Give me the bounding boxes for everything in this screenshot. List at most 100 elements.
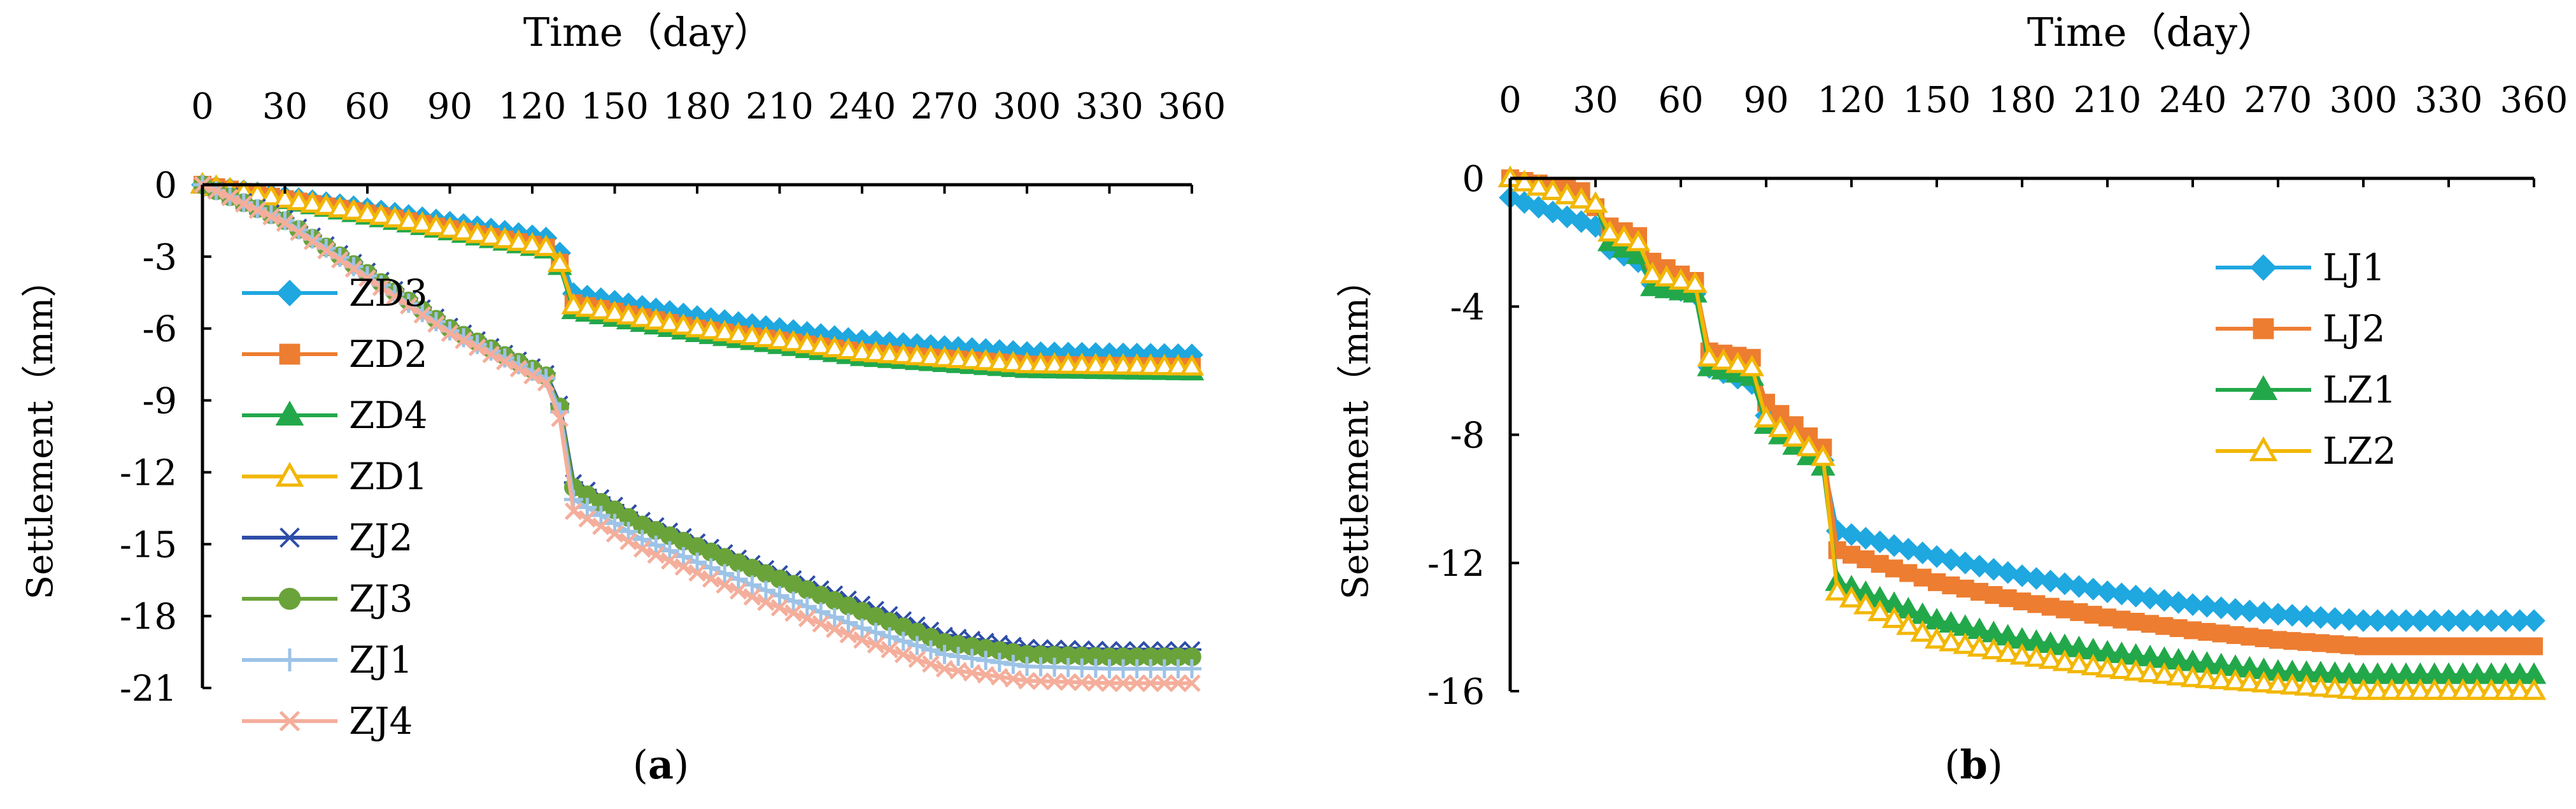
triangle-marker: [781, 329, 806, 352]
x-tick-label: 90: [427, 86, 472, 127]
x-marker: [1018, 671, 1036, 690]
x-marker: [248, 201, 267, 219]
legend-item: ZJ1: [242, 638, 413, 682]
x-marker: [592, 517, 610, 536]
diamond-marker: [2195, 594, 2219, 618]
triangle-marker: [863, 340, 888, 362]
x-marker: [867, 636, 885, 654]
x-marker: [262, 208, 280, 226]
triangle-marker: [1910, 620, 1935, 642]
x-marker: [523, 367, 541, 385]
triangle-marker: [657, 310, 683, 333]
x-marker: [688, 564, 706, 582]
triangle-marker: [1138, 353, 1163, 375]
plus-marker: [660, 541, 679, 561]
x-marker: [674, 558, 693, 576]
triangle-marker: [506, 229, 531, 251]
x-marker: [276, 214, 294, 232]
x-tick-label: 240: [2159, 80, 2227, 121]
triangle-marker: [1839, 585, 1864, 608]
triangle-marker: [1725, 351, 1750, 373]
x-marker: [826, 620, 844, 638]
y-tick-label: 0: [1462, 159, 1485, 200]
triangle-marker: [1583, 191, 1608, 213]
triangle-marker: [355, 201, 380, 222]
legend-item: LJ1: [2216, 246, 2386, 289]
x-axis-title: Time（day）: [2027, 9, 2277, 55]
x-tick-label: 30: [1573, 80, 1618, 121]
legend-label: ZJ1: [349, 638, 413, 682]
diamond-marker: [2224, 598, 2247, 621]
diamond-marker: [2153, 589, 2176, 612]
x-marker: [317, 241, 336, 260]
x-marker: [963, 664, 981, 682]
triangle-marker: [1014, 352, 1040, 373]
x-marker: [279, 710, 301, 732]
square-marker: [2411, 637, 2430, 655]
triangle-marker: [2436, 678, 2461, 700]
triangle-marker: [630, 305, 655, 327]
triangle-marker: [2081, 654, 2105, 676]
triangle-marker: [575, 295, 600, 317]
diamond-marker: [2067, 575, 2091, 598]
x-tick-label: 300: [2330, 80, 2398, 121]
legend-item: ZJ4: [242, 699, 413, 743]
x-marker: [702, 570, 720, 588]
triangle-marker: [1569, 187, 1594, 209]
plus-marker: [962, 648, 982, 668]
triangle-marker: [918, 345, 944, 366]
axes: 0 30 60 90 120 150 180 210 240 270 300 330 360 0 -3 -6 -…: [120, 86, 1226, 710]
x-marker: [496, 352, 514, 371]
x-marker: [977, 666, 995, 684]
x-tick-label: 0: [191, 86, 214, 127]
x-marker: [743, 588, 761, 606]
triangle-marker: [932, 345, 957, 368]
x-marker: [455, 331, 472, 350]
x-tick-label: 60: [344, 86, 390, 127]
triangle-marker: [836, 338, 861, 359]
x-marker: [770, 599, 789, 617]
x-marker: [812, 615, 830, 633]
panel-label: (a): [633, 741, 690, 788]
diamond-marker: [2250, 254, 2277, 281]
triangle-marker: [2365, 678, 2390, 700]
diamond-marker: [2281, 604, 2304, 627]
triangle-marker: [2123, 659, 2148, 681]
triangle-marker: [1555, 182, 1580, 204]
triangle-marker: [2479, 678, 2504, 700]
chart-panel-a: Time（day） Settlement（mm） (a) 0 30 60 90 120 1…: [20, 9, 1226, 788]
legend-label: ZJ3: [349, 577, 413, 620]
triangle-marker: [275, 461, 304, 487]
triangle-marker: [877, 341, 902, 364]
x-marker: [1156, 674, 1173, 692]
triangle-marker: [1981, 638, 2006, 660]
triangle-marker: [341, 198, 366, 220]
x-tick-label: 120: [1818, 80, 1886, 121]
legend-label: ZJ4: [349, 699, 413, 743]
triangle-marker: [973, 348, 998, 371]
x-marker: [537, 374, 555, 392]
y-tick-label: -12: [120, 452, 177, 494]
triangle-marker: [891, 342, 916, 364]
chart-panel-b: Time（day） Settlement（mm） (b) 0 30 60 90 120 1…: [1335, 9, 2568, 788]
diamond-marker: [2039, 569, 2062, 593]
triangle-marker: [1056, 352, 1081, 374]
legend-item: ZJ3: [242, 577, 413, 620]
triangle-marker: [437, 216, 462, 238]
triangle-marker: [1683, 271, 1708, 293]
triangle-marker: [534, 234, 558, 257]
series-zj3: [193, 175, 1201, 666]
square-marker: [2070, 603, 2088, 621]
x-marker: [1031, 672, 1050, 691]
triangle-marker: [1668, 268, 1694, 290]
triangle-marker: [1753, 406, 1779, 428]
y-tick-label: -18: [120, 596, 177, 638]
diamond-marker: [2110, 582, 2134, 606]
diamond-marker: [2323, 607, 2347, 630]
triangle-marker: [1640, 261, 1665, 283]
triangle-marker: [396, 208, 421, 231]
x-tick-label: 60: [1658, 80, 1703, 121]
triangle-marker: [602, 300, 627, 322]
x-marker: [344, 260, 363, 278]
triangle-marker: [905, 343, 930, 366]
